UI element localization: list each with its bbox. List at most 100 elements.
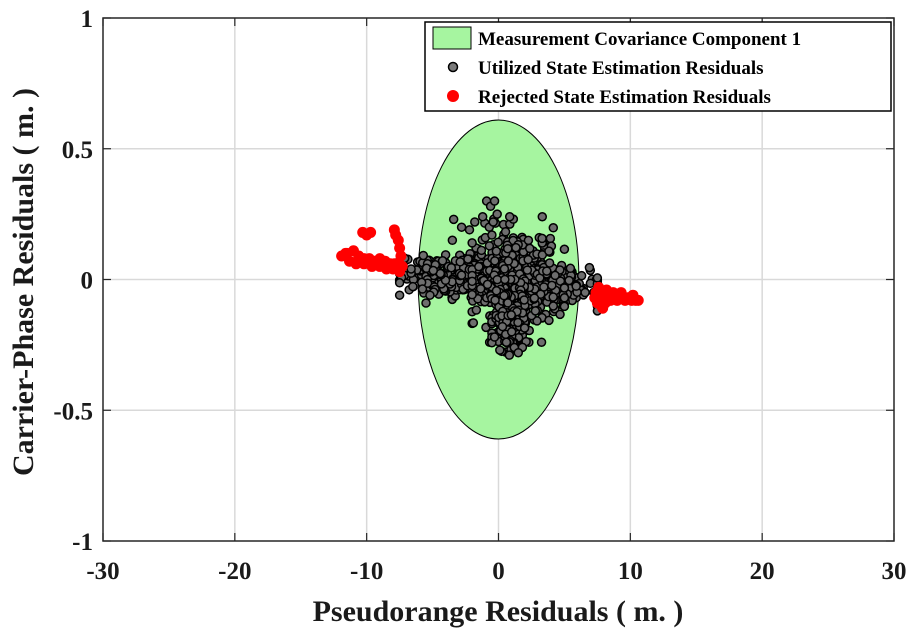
utilized-point (584, 262, 595, 273)
utilized-point (524, 243, 535, 254)
utilized-point (499, 290, 509, 301)
legend-entry-rejected: Rejected State Estimation Residuals (478, 87, 771, 108)
x-tick-label: -20 (218, 558, 251, 585)
rejected-point (350, 258, 362, 270)
utilized-point (484, 241, 495, 251)
axis-tick-labels: -30 -20 -10 0 10 20 30 -1 -0.5 0 0.5 1 (53, 6, 906, 585)
utilized-point (499, 264, 510, 274)
utilized-point (487, 230, 497, 240)
rejected-point (394, 266, 406, 278)
legend: Measurement Covariance Component 1 Utili… (424, 21, 892, 112)
utilized-point (493, 237, 503, 247)
utilized-point (491, 246, 502, 256)
utilized-point (542, 266, 552, 276)
utilized-point (492, 209, 502, 219)
utilized-point (448, 214, 459, 225)
y-tick-label: 0.5 (62, 137, 93, 164)
utilized-point (559, 244, 570, 254)
y-axis-label: Carrier-Phase Residuals ( m. ) (7, 88, 40, 476)
utilized-point (495, 345, 505, 355)
utilized-point (428, 265, 439, 276)
utilized-point (548, 292, 558, 302)
utilized-point (511, 242, 521, 253)
legend-entry-utilized: Utilized State Estimation Residuals (478, 58, 764, 79)
utilized-point (464, 225, 475, 235)
utilized-point (548, 301, 559, 311)
utilized-point (500, 227, 511, 237)
utilized-point (446, 262, 457, 273)
x-tick-label: 0 (492, 558, 505, 585)
utilized-point (501, 337, 512, 348)
utilized-point (456, 222, 467, 232)
x-tick-label: -10 (350, 558, 383, 585)
rejected-point (627, 289, 639, 301)
rejected-point (589, 292, 601, 304)
x-axis-label: Pseudorange Residuals ( m. ) (313, 595, 684, 628)
utilized-point (544, 258, 555, 268)
y-tick-label: -0.5 (53, 398, 93, 425)
utilized-point (408, 281, 418, 292)
utilized-point (477, 211, 488, 222)
utilized-point (503, 256, 514, 266)
y-tick-label: 1 (81, 6, 94, 33)
utilized-point (503, 243, 513, 254)
utilized-point (482, 279, 493, 290)
utilized-point (559, 293, 570, 303)
rejected-point (395, 250, 407, 262)
utilized-point (513, 317, 523, 328)
utilized-point (467, 289, 477, 300)
utilized-point (488, 217, 498, 227)
utilized-point (471, 305, 482, 315)
utilized-point (519, 295, 529, 305)
series-utilized (394, 196, 603, 360)
utilized-point (467, 238, 477, 248)
utilized-point (406, 264, 416, 274)
rejected-point (366, 260, 378, 272)
utilized-point (425, 290, 435, 300)
utilized-point (544, 315, 554, 326)
legend-ellipse-swatch (432, 26, 472, 50)
utilized-point (559, 301, 570, 312)
utilized-point (497, 321, 508, 332)
utilized-point (513, 347, 524, 358)
utilized-point (522, 265, 533, 275)
utilized-point (537, 211, 548, 222)
utilized-point (474, 261, 484, 272)
rejected-point (340, 247, 352, 259)
utilized-point (489, 332, 500, 342)
utilized-point (489, 196, 500, 206)
utilized-point (571, 281, 581, 291)
x-tick-label: -30 (86, 558, 119, 585)
utilized-point (592, 273, 603, 283)
utilized-point (491, 286, 502, 296)
y-tick-label: 0 (81, 268, 94, 295)
rejected-point (615, 287, 627, 299)
x-tick-label: 10 (618, 558, 643, 585)
utilized-point (539, 282, 549, 292)
utilized-point (503, 298, 513, 308)
utilized-point (468, 318, 479, 328)
legend-entry-covariance: Measurement Covariance Component 1 (478, 29, 801, 50)
utilized-point (476, 245, 487, 256)
utilized-point (506, 327, 517, 337)
utilized-point (490, 256, 500, 266)
rejected-point (597, 302, 609, 314)
legend-box (424, 21, 892, 112)
utilized-point (421, 298, 431, 308)
utilized-point (548, 223, 559, 233)
utilized-point (417, 284, 428, 294)
utilized-point (470, 217, 480, 227)
utilized-point (523, 254, 533, 265)
utilized-point (492, 274, 503, 285)
utilized-point (467, 276, 477, 287)
utilized-point (545, 233, 556, 244)
utilized-point (544, 246, 554, 256)
utilized-point (504, 350, 515, 360)
utilized-point (504, 211, 515, 222)
utilized-point (532, 316, 542, 326)
utilized-point (536, 337, 547, 347)
x-tick-label: 30 (882, 558, 907, 585)
utilized-point (580, 287, 590, 298)
utilized-point (559, 283, 570, 293)
